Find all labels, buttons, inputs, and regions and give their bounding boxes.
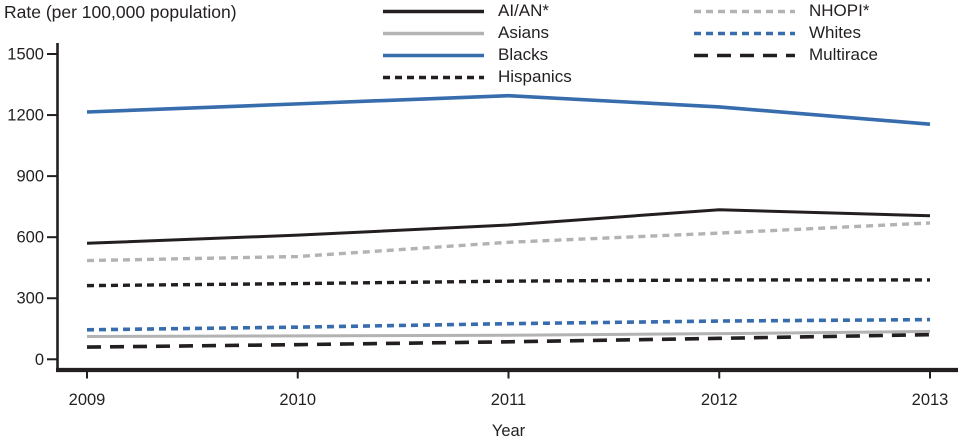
legend-label-nhopi: NHOPI* — [809, 1, 870, 20]
legend-column-2: NHOPI* Whites Multirace — [693, 0, 878, 66]
legend-item-aian: AI/AN* — [382, 0, 572, 22]
series-line-nhopi — [86, 221, 931, 263]
legend-line-swatch-asians — [383, 31, 484, 35]
legend-label-aian: AI/AN* — [498, 1, 550, 20]
x-tick-label: 2009 — [69, 391, 106, 409]
legend-line-swatch-hispanics — [383, 75, 484, 79]
legend-line-swatch-blacks — [383, 53, 484, 57]
legend-line-swatch-whites — [694, 31, 795, 35]
legend-label-blacks: Blacks — [498, 45, 549, 64]
x-tick-label: 2013 — [912, 391, 949, 409]
legend-label-multirace: Multirace — [809, 45, 878, 64]
x-tick-label: 2010 — [279, 391, 316, 409]
series-line-whites — [86, 317, 931, 332]
legend-item-nhopi: NHOPI* — [693, 0, 878, 22]
x-tick-label: 2011 — [491, 391, 526, 409]
legend-line-swatch-aian — [383, 9, 484, 13]
legend-item-asians: Asians — [382, 22, 572, 44]
series-line-blacks — [86, 93, 931, 127]
series-line-aian — [86, 208, 931, 245]
legend-item-multirace: Multirace — [693, 44, 878, 66]
series-line-asians — [86, 329, 931, 339]
chart-title: Rate (per 100,000 population) — [4, 2, 237, 22]
legend-item-blacks: Blacks — [382, 44, 572, 66]
y-tick-label: 900 — [16, 168, 44, 186]
legend-line-swatch-nhopi — [694, 9, 795, 13]
legend-column-1: AI/AN* Asians Blacks Hispanics — [382, 0, 572, 88]
legend-label-whites: Whites — [809, 23, 861, 42]
series-line-multirace — [86, 332, 931, 349]
legend-label-hispanics: Hispanics — [498, 67, 572, 86]
x-tick-label: 2012 — [701, 391, 738, 409]
x-axis-label: Year — [492, 422, 526, 440]
y-tick-label: 1200 — [7, 107, 44, 125]
legend-line-swatch-multirace — [694, 53, 795, 57]
y-tick-label: 1500 — [7, 46, 44, 64]
y-tick-label: 600 — [16, 229, 44, 247]
legend-label-asians: Asians — [498, 23, 550, 42]
y-tick-label: 300 — [16, 290, 44, 308]
legend-item-hispanics: Hispanics — [382, 66, 572, 88]
legend-item-whites: Whites — [693, 22, 878, 44]
series-line-hispanics — [86, 278, 930, 288]
y-tick-label: 0 — [35, 351, 44, 369]
